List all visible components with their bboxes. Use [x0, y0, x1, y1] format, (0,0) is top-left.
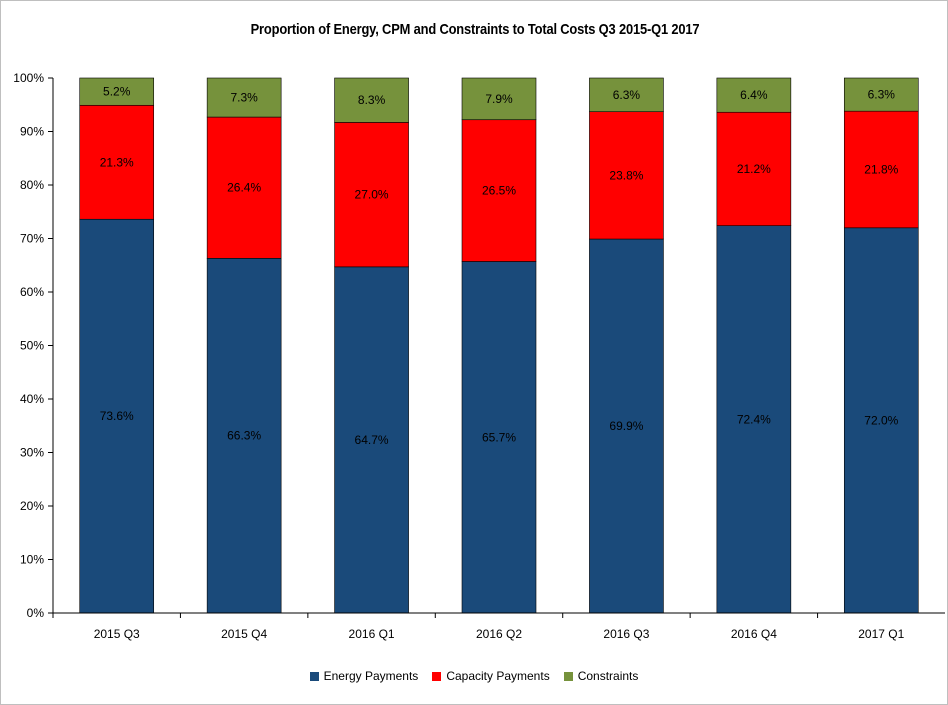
x-tick-label: 2015 Q4: [221, 627, 267, 641]
bar-segment-constraints: [79, 77, 155, 106]
x-tick-label: 2016 Q4: [731, 627, 777, 641]
bar-segment-constraints: [334, 77, 409, 123]
legend: Energy Payments Capacity Payments Constrai…: [0, 669, 948, 683]
bar-segment-energy: [79, 218, 155, 614]
data-label-energy: 66.3%: [227, 429, 261, 443]
y-tick-label: 80%: [20, 178, 44, 192]
bar-segment-capacity: [589, 111, 664, 240]
data-label-constraints: 6.3%: [613, 88, 641, 102]
bar-segment-capacity: [79, 104, 155, 220]
data-label-energy: 72.4%: [737, 412, 771, 426]
legend-swatch: [563, 671, 573, 681]
y-tick-label: 40%: [20, 392, 44, 406]
y-tick-label: 60%: [20, 285, 44, 299]
bar-segment-capacity: [716, 111, 792, 226]
data-label-constraints: 5.2%: [103, 85, 131, 99]
legend-item-energy: Energy Payments: [309, 669, 419, 683]
data-label-energy: 73.6%: [100, 409, 134, 423]
data-label-energy: 69.9%: [609, 419, 643, 433]
data-label-capacity: 27.0%: [355, 188, 389, 202]
data-label-energy: 72.0%: [864, 413, 898, 427]
bar-segment-energy: [716, 225, 792, 614]
data-label-constraints: 6.4%: [740, 88, 768, 102]
data-label-constraints: 6.3%: [868, 88, 896, 102]
axes-group: [52, 78, 945, 614]
data-label-capacity: 23.8%: [609, 168, 643, 182]
bar-segment-constraints: [716, 77, 792, 113]
bar-segment-capacity: [206, 116, 282, 259]
data-label-energy: 65.7%: [482, 430, 516, 444]
data-label-capacity: 26.4%: [227, 181, 261, 195]
y-tick-label: 90%: [20, 125, 44, 139]
legend-item-capacity: Capacity Payments: [432, 669, 550, 683]
data-label-capacity: 21.8%: [864, 162, 898, 176]
y-tick-label: 30%: [20, 446, 44, 460]
bar-segment-energy: [206, 257, 282, 614]
bar-segment-constraints: [206, 77, 282, 118]
bar-segment-energy: [589, 238, 664, 614]
bar-segment-capacity: [334, 122, 409, 268]
y-axis-ticks: 0% 10% 20% 30% 40% 50% 60% 70% 80% 90% 100%: [13, 71, 53, 620]
legend-label: Energy Payments: [323, 669, 419, 683]
x-tick-label: 2017 Q1: [858, 627, 904, 641]
x-tick-label: 2015 Q3: [94, 627, 140, 641]
legend-label: Constraints: [577, 669, 639, 683]
legend-swatch: [432, 671, 442, 681]
x-tick-label: 2016 Q1: [349, 627, 395, 641]
data-label-capacity: 21.2%: [737, 162, 771, 176]
chart-title: Proportion of Energy, CPM and Constraint…: [250, 21, 700, 38]
bar-segment-capacity: [461, 119, 537, 262]
x-tick-label: 2016 Q3: [603, 627, 649, 641]
data-labels-group: 73.6% 21.3% 5.2% 66.3% 26.4% 7.3% 64.7% 27.0% 8.…: [100, 85, 899, 447]
bar-segment-energy: [843, 227, 919, 614]
data-label-energy: 64.7%: [355, 433, 389, 447]
bar-segment-constraints: [589, 77, 664, 113]
data-label-capacity: 26.5%: [482, 184, 516, 198]
legend-item-constraints: Constraints: [563, 669, 639, 683]
legend-label: Capacity Payments: [446, 669, 550, 683]
bar-segment-constraints: [843, 77, 919, 112]
data-label-constraints: 8.3%: [358, 93, 386, 107]
x-tick-label: 2016 Q2: [476, 627, 522, 641]
y-tick-label: 100%: [13, 71, 44, 85]
y-tick-label: 20%: [20, 499, 44, 513]
data-label-capacity: 21.3%: [100, 155, 134, 169]
data-label-constraints: 7.3%: [230, 91, 258, 105]
y-tick-label: 10%: [20, 553, 44, 567]
y-tick-label: 50%: [20, 339, 44, 353]
bar-segment-constraints: [461, 77, 537, 121]
x-axis-ticks: 2015 Q3 2015 Q4 2016 Q1 2016 Q2 2016 Q3 2016 …: [52, 613, 905, 641]
y-tick-label: 0%: [27, 606, 45, 620]
data-label-constraints: 7.9%: [485, 92, 513, 106]
y-tick-label: 70%: [20, 232, 44, 246]
legend-swatch: [309, 671, 319, 681]
bar-series-group: [79, 77, 919, 614]
